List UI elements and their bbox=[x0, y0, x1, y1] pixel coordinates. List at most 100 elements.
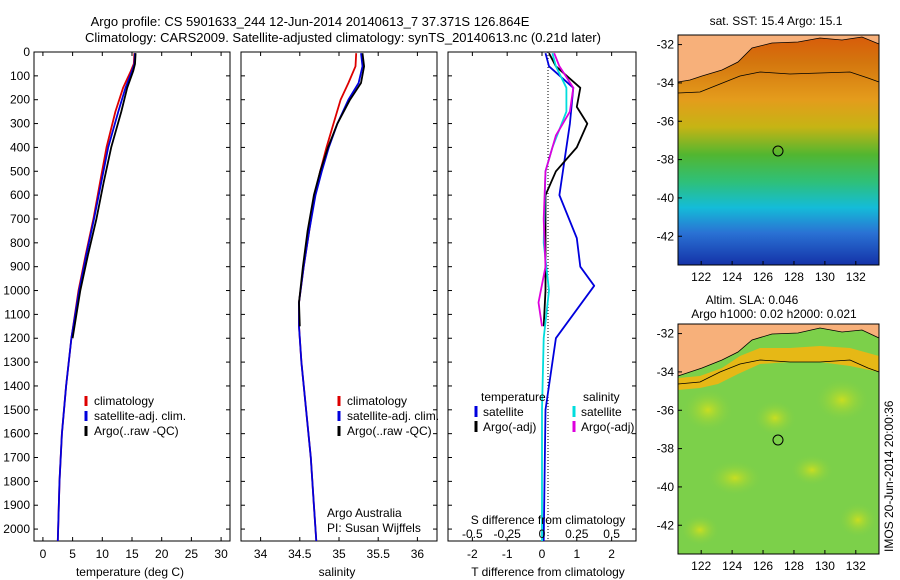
difference-panel: -2 -1 0 1 2 temperature satellite Argo(-adj)… bbox=[447, 51, 637, 579]
y-tick-label: 1800 bbox=[3, 474, 30, 488]
difference-depth-ticks bbox=[448, 51, 636, 530]
temperature-xlabel: temperature (deg C) bbox=[76, 565, 184, 579]
land-outline bbox=[677, 327, 880, 377]
y-tick-label: 1500 bbox=[3, 403, 30, 417]
salinity-axes-frame bbox=[240, 51, 438, 542]
temperature-x-axis: 0 5 10 15 20 25 30 bbox=[40, 52, 228, 561]
sla-anomaly-blob bbox=[753, 400, 797, 436]
x-tick-label: 1 bbox=[573, 547, 580, 561]
x-tick-label: 35 bbox=[332, 547, 346, 561]
map-x-tick-label: 130 bbox=[815, 270, 835, 284]
sla-anomaly-blob bbox=[682, 388, 734, 432]
y-tick-label: 400 bbox=[10, 140, 30, 154]
x-tick-label: 34.5 bbox=[288, 547, 312, 561]
s-diff-tick-label: 0.5 bbox=[603, 527, 620, 541]
title-line-1: Argo profile: CS 5901633_244 12-Jun-2014… bbox=[91, 14, 530, 29]
legend-title-temperature: temperature bbox=[481, 390, 546, 404]
y-tick-label: 1400 bbox=[3, 379, 30, 393]
map-y-tick-label: -38 bbox=[657, 442, 675, 456]
x-tick-label: 0 bbox=[539, 547, 546, 561]
map-y-tick-label: -40 bbox=[657, 480, 675, 494]
salinity-xlabel: salinity bbox=[319, 565, 356, 579]
sla-anomaly-blob bbox=[838, 502, 878, 538]
map-y-tick-label: -42 bbox=[657, 518, 675, 532]
y-tick-label: 200 bbox=[10, 93, 30, 107]
map-y-tick-label: -34 bbox=[657, 76, 675, 90]
map-y-tick-label: -32 bbox=[657, 38, 675, 52]
s-difference-ticks: -0.5 -0.25 0 0.25 0.5 bbox=[462, 527, 620, 541]
x-tick-label: -2 bbox=[467, 547, 478, 561]
sla-map-title-line1: Altim. SLA: 0.046 bbox=[706, 293, 799, 307]
s-diff-tick-label: -0.5 bbox=[462, 527, 483, 541]
y-tick-label: 1900 bbox=[3, 498, 30, 512]
s-diff-tick-label: 0 bbox=[539, 527, 546, 541]
land-outline bbox=[677, 36, 880, 83]
series-line-satellite-adj-clim bbox=[298, 53, 364, 541]
sla-anomaly-blob bbox=[680, 514, 720, 546]
sst-map-axis-ticks: 122 124 126 128 130 132 -32 -34 -36 -38 -40 -42 bbox=[657, 38, 866, 284]
y-tick-label: 1200 bbox=[3, 331, 30, 345]
salinity-depth-ticks bbox=[241, 51, 437, 530]
temperature-legend: climatology satellite-adj. clim. Argo(..… bbox=[84, 394, 186, 438]
map-y-tick-label: -42 bbox=[657, 229, 675, 243]
sla-map-axis-ticks: 122 124 126 128 130 132 -32 -34 -36 -38 -40 -42 bbox=[657, 327, 866, 573]
depth-axis: 0 100 200 300 400 500 600 700 800 900 1000 1100 1200… bbox=[3, 45, 230, 536]
sla-coastal-band bbox=[678, 346, 879, 390]
y-tick-label: 800 bbox=[10, 236, 30, 250]
legend-label-argo: Argo(..raw -QC) bbox=[347, 424, 432, 438]
title-line-2: Climatology: CARS2009. Satellite-adjuste… bbox=[85, 30, 601, 45]
map-y-tick-label: -40 bbox=[657, 191, 675, 205]
map-y-tick-label: -38 bbox=[657, 153, 675, 167]
map-x-tick-label: 132 bbox=[846, 559, 866, 573]
map-x-tick-label: 130 bbox=[815, 559, 835, 573]
y-tick-label: 100 bbox=[10, 69, 30, 83]
s-diff-tick-label: 0.25 bbox=[565, 527, 589, 541]
y-tick-label: 2000 bbox=[3, 522, 30, 536]
annotation-pi: PI: Susan Wijffels bbox=[327, 521, 421, 535]
legend-label-temp-satellite: satellite bbox=[483, 405, 524, 419]
map-x-tick-label: 124 bbox=[722, 270, 742, 284]
x-tick-label: 25 bbox=[185, 547, 199, 561]
y-tick-label: 1000 bbox=[3, 284, 30, 298]
y-tick-label: 1100 bbox=[4, 307, 30, 321]
series-line-argo-raw-qc bbox=[298, 53, 366, 327]
y-tick-label: 0 bbox=[23, 45, 30, 59]
annotation-argo-australia: Argo Australia bbox=[327, 506, 402, 520]
imos-timestamp: IMOS 20-Jun-2014 20:00:36 bbox=[882, 400, 896, 552]
map-y-tick-label: -36 bbox=[657, 403, 675, 417]
salinity-x-axis: 34 34.5 35 35.5 36 bbox=[254, 52, 424, 561]
s-difference-label: S difference from climatology bbox=[471, 513, 626, 527]
legend-label-sal-satellite: satellite bbox=[581, 405, 622, 419]
x-tick-label: 2 bbox=[608, 547, 615, 561]
legend-label-climatology: climatology bbox=[347, 394, 407, 408]
x-tick-label: 15 bbox=[125, 547, 139, 561]
argo-float-marker bbox=[772, 145, 784, 157]
x-tick-label: -1 bbox=[502, 547, 513, 561]
y-tick-label: 500 bbox=[10, 164, 30, 178]
x-tick-label: 5 bbox=[69, 547, 76, 561]
map-x-tick-label: 132 bbox=[846, 270, 866, 284]
map-x-tick-label: 128 bbox=[784, 559, 804, 573]
s-diff-tick-label: -0.25 bbox=[494, 527, 522, 541]
salinity-panel: 34 34.5 35 35.5 36 salinity climatology sate… bbox=[240, 51, 439, 579]
x-tick-label: 30 bbox=[214, 547, 228, 561]
map-y-tick-label: -34 bbox=[657, 365, 675, 379]
sla-map-frame bbox=[677, 323, 880, 555]
x-tick-label: 0 bbox=[40, 547, 47, 561]
depth-contour bbox=[677, 359, 880, 385]
y-tick-label: 900 bbox=[10, 260, 30, 274]
y-tick-label: 300 bbox=[10, 117, 30, 131]
map-x-tick-label: 122 bbox=[691, 270, 711, 284]
legend-label-sal-argo: Argo(-adj) bbox=[581, 420, 634, 434]
land-mass bbox=[678, 35, 879, 82]
legend-label-satellite-adj: satellite-adj. clim. bbox=[94, 409, 186, 423]
series-line-argo-raw-qc bbox=[71, 53, 137, 339]
x-tick-label: 34 bbox=[254, 547, 268, 561]
y-tick-label: 700 bbox=[10, 212, 30, 226]
y-tick-label: 1600 bbox=[3, 427, 30, 441]
sst-map-title: sat. SST: 15.4 Argo: 15.1 bbox=[710, 14, 843, 28]
x-tick-label: 36 bbox=[411, 547, 425, 561]
legend-label-satellite-adj: satellite-adj. clim. bbox=[347, 409, 439, 423]
map-x-tick-label: 126 bbox=[753, 559, 773, 573]
